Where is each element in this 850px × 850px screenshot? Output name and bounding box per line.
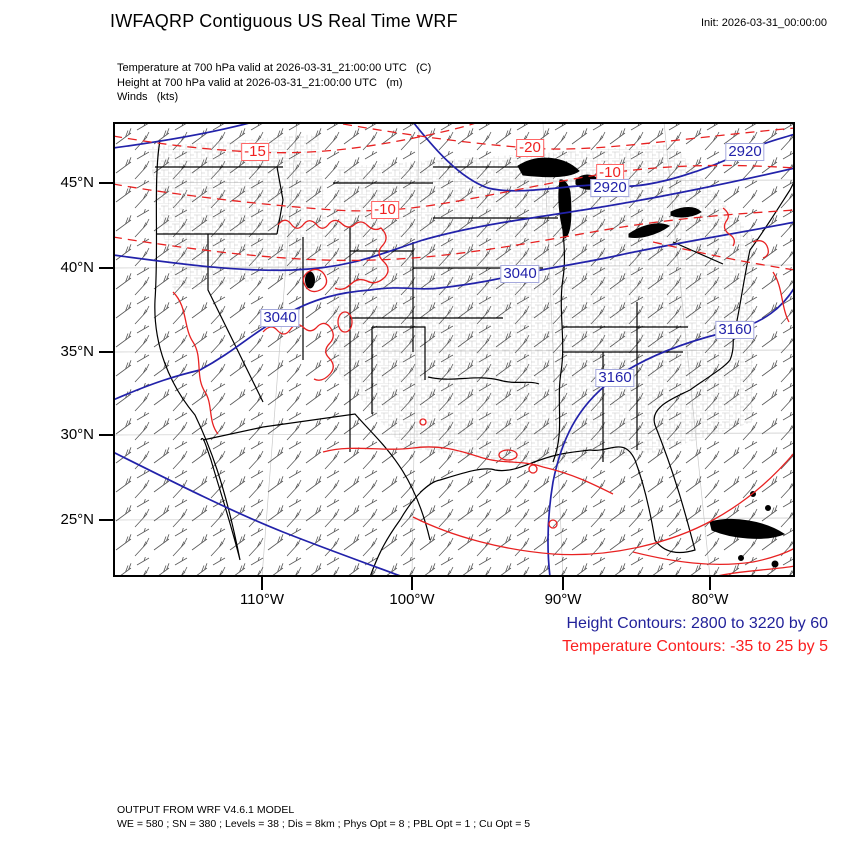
temperature-contour-legend: Temperature Contours: -35 to 25 by 5 [562, 638, 828, 655]
height-contour-legend: Height Contours: 2800 to 3220 by 60 [566, 615, 828, 632]
lat-label-35n: 35°N [60, 343, 94, 360]
model-version-line: OUTPUT FROM WRF V4.6.1 MODEL [117, 804, 295, 816]
lat-label-25n: 25°N [60, 511, 94, 528]
lon-label-90w: 90°W [544, 591, 582, 608]
map-frame [113, 122, 795, 577]
field-description-block: Temperature at 700 hPa valid at 2026-03-… [117, 61, 431, 105]
temperature-contours-dashed [113, 122, 795, 271]
contour-legend: Height Contours: 2800 to 3220 by 60 Temp… [562, 612, 828, 658]
lat-label-30n: 30°N [60, 426, 94, 443]
lat-label-45n: 45°N [60, 174, 94, 191]
page-title: IWFAQRP Contiguous US Real Time WRF [110, 11, 458, 31]
model-info-footer: OUTPUT FROM WRF V4.6.1 MODEL WE = 580 ; … [117, 804, 530, 831]
county-boundaries [148, 134, 753, 467]
lon-label-80w: 80°W [691, 591, 729, 608]
weather-map [113, 122, 795, 577]
lon-label-110w: 110°W [239, 591, 285, 608]
lat-tick [99, 182, 113, 184]
temperature-contours-solid [172, 207, 795, 577]
lon-tick [562, 577, 564, 590]
temperature-field-label: Temperature at 700 hPa valid at 2026-03-… [117, 62, 432, 74]
lon-tick [261, 577, 263, 590]
lon-tick [709, 577, 711, 590]
winds-field-label: Winds (kts) [117, 91, 179, 103]
lat-tick [99, 434, 113, 436]
init-time-label: Init: 2026-03-31_00:00:00 [701, 17, 827, 29]
lat-tick [99, 351, 113, 353]
model-config-line: WE = 580 ; SN = 380 ; Levels = 38 ; Dis … [117, 817, 531, 830]
lat-label-40n: 40°N [60, 259, 94, 276]
lat-tick [99, 519, 113, 521]
lon-label-100w: 100°W [389, 591, 435, 608]
lat-tick [99, 267, 113, 269]
height-field-label: Height at 700 hPa valid at 2026-03-31_21… [117, 76, 403, 89]
lakes-and-islands [305, 157, 786, 568]
lon-tick [411, 577, 413, 590]
